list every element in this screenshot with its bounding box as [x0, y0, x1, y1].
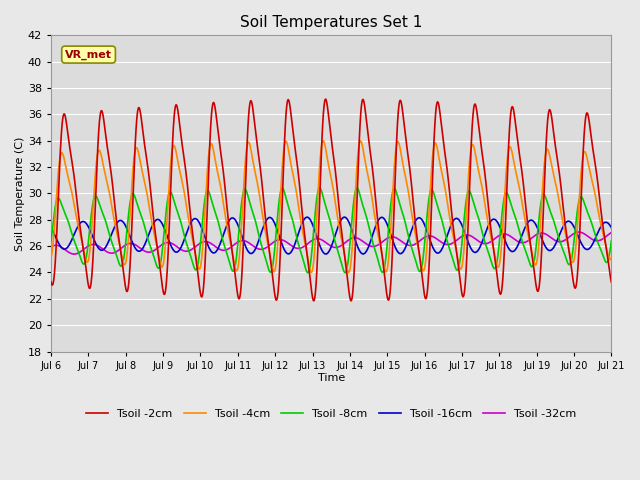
Legend: Tsoil -2cm, Tsoil -4cm, Tsoil -8cm, Tsoil -16cm, Tsoil -32cm: Tsoil -2cm, Tsoil -4cm, Tsoil -8cm, Tsoi… — [82, 405, 580, 423]
Tsoil -2cm — [47, 279, 55, 285]
Tsoil -8cm — [221, 245, 229, 251]
Line: Tsoil -16cm: Tsoil -16cm — [51, 217, 611, 254]
Tsoil -16cm — [322, 251, 330, 257]
Text: VR_met: VR_met — [65, 49, 112, 60]
X-axis label: Time: Time — [317, 373, 345, 384]
Title: Soil Temperatures Set 1: Soil Temperatures Set 1 — [240, 15, 422, 30]
Tsoil -4cm — [345, 269, 353, 275]
Tsoil -32cm — [607, 230, 615, 236]
Tsoil -2cm — [221, 186, 229, 192]
Tsoil -4cm — [319, 138, 327, 144]
Tsoil -16cm — [47, 225, 55, 230]
Tsoil -8cm — [607, 238, 615, 244]
Line: Tsoil -8cm: Tsoil -8cm — [51, 188, 611, 273]
Tsoil -4cm — [115, 237, 122, 242]
Tsoil -32cm — [480, 240, 488, 246]
Tsoil -16cm — [83, 221, 90, 227]
Tsoil -8cm — [114, 256, 122, 262]
Tsoil -32cm — [83, 244, 90, 250]
Line: Tsoil -2cm: Tsoil -2cm — [51, 99, 611, 301]
Tsoil -8cm — [316, 185, 323, 191]
Tsoil -16cm — [340, 214, 348, 220]
Tsoil -8cm — [83, 254, 90, 260]
Tsoil -32cm — [70, 251, 78, 257]
Tsoil -8cm — [435, 206, 442, 212]
Tsoil -16cm — [115, 218, 122, 224]
Tsoil -4cm — [607, 255, 615, 261]
Tsoil -4cm — [480, 195, 488, 201]
Tsoil -2cm — [83, 269, 90, 275]
Tsoil -2cm — [480, 164, 488, 169]
Tsoil -2cm — [115, 233, 122, 239]
Line: Tsoil -4cm: Tsoil -4cm — [51, 141, 611, 272]
Tsoil -16cm — [114, 219, 122, 225]
Tsoil -4cm — [221, 212, 229, 218]
Tsoil -8cm — [341, 270, 349, 276]
Tsoil -32cm — [575, 229, 582, 235]
Tsoil -2cm — [310, 298, 317, 304]
Tsoil -32cm — [114, 248, 122, 253]
Tsoil -16cm — [221, 227, 229, 232]
Line: Tsoil -32cm: Tsoil -32cm — [51, 232, 611, 254]
Tsoil -32cm — [47, 244, 55, 250]
Tsoil -2cm — [114, 227, 122, 233]
Tsoil -2cm — [607, 279, 615, 285]
Tsoil -32cm — [115, 247, 122, 253]
Tsoil -32cm — [435, 237, 442, 243]
Tsoil -8cm — [47, 238, 55, 244]
Tsoil -4cm — [47, 255, 55, 261]
Tsoil -4cm — [83, 258, 90, 264]
Tsoil -8cm — [115, 259, 122, 264]
Tsoil -16cm — [435, 250, 442, 256]
Tsoil -32cm — [221, 247, 229, 253]
Tsoil -4cm — [435, 152, 442, 157]
Y-axis label: Soil Temperature (C): Soil Temperature (C) — [15, 136, 25, 251]
Tsoil -8cm — [480, 236, 488, 242]
Tsoil -2cm — [322, 96, 330, 102]
Tsoil -4cm — [114, 233, 122, 239]
Tsoil -16cm — [480, 234, 488, 240]
Tsoil -2cm — [435, 100, 442, 106]
Tsoil -16cm — [607, 225, 615, 230]
